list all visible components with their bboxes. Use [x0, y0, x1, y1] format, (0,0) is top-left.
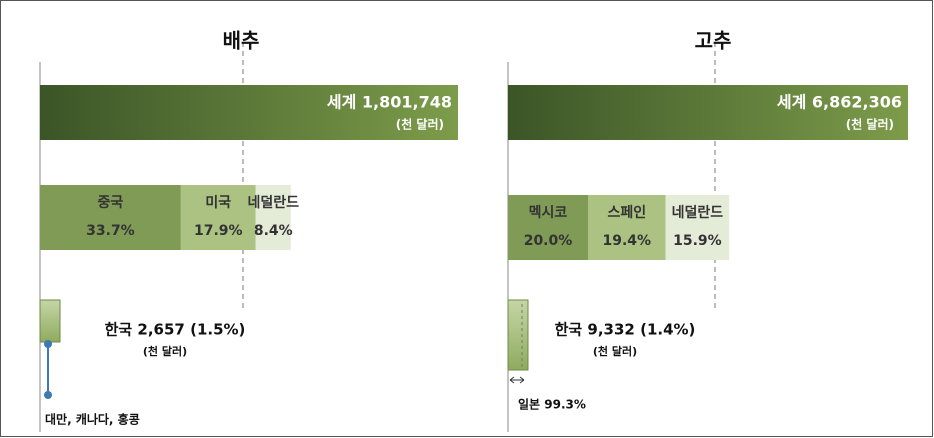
- share-name: 중국: [98, 195, 124, 211]
- share-value: 20.0%: [524, 233, 573, 249]
- share-name: 미국: [205, 195, 231, 211]
- panel-title: 배추: [223, 29, 260, 53]
- world-unit: (천 달러): [846, 117, 894, 132]
- connector-dot: [44, 340, 52, 348]
- connector-dot: [44, 391, 52, 399]
- share-name: 스페인: [607, 204, 646, 221]
- share-bar: [180, 185, 256, 250]
- korea-bar: [507, 299, 529, 371]
- korea-label: 한국 9,332 (1.4%): [555, 321, 696, 339]
- share-name: 멕시코: [529, 204, 568, 221]
- share-value: 17.9%: [194, 223, 243, 239]
- world-unit: (천 달러): [396, 117, 444, 132]
- korea-bar: [39, 299, 61, 343]
- world-bar: [508, 85, 908, 140]
- korea-unit: (천 달러): [593, 344, 637, 358]
- share-name: 네덜란드: [672, 204, 724, 221]
- note: 대만, 캐나다, 홍콩: [45, 412, 140, 427]
- korea-unit: (천 달러): [143, 344, 187, 358]
- share-bar: [588, 195, 666, 260]
- panel-title: 고추: [695, 29, 732, 53]
- korea-label: 한국 2,657 (1.5%): [105, 321, 246, 339]
- note: 일본 99.3%: [518, 398, 586, 412]
- share-bar: [665, 195, 730, 260]
- share-bar: [508, 195, 588, 260]
- share-value: 33.7%: [86, 223, 135, 239]
- share-name: 네덜란드: [247, 194, 299, 211]
- arrow-icon: [509, 376, 525, 384]
- share-bar: [255, 185, 291, 250]
- world-bar: [40, 85, 458, 140]
- world-label: 세계 6,862,306: [777, 93, 902, 112]
- share-value: 19.4%: [603, 233, 652, 249]
- share-bar: [40, 185, 181, 250]
- share-value: 15.9%: [673, 233, 722, 249]
- share-value: 8.4%: [254, 223, 293, 239]
- world-label: 세계 1,801,748: [327, 93, 452, 112]
